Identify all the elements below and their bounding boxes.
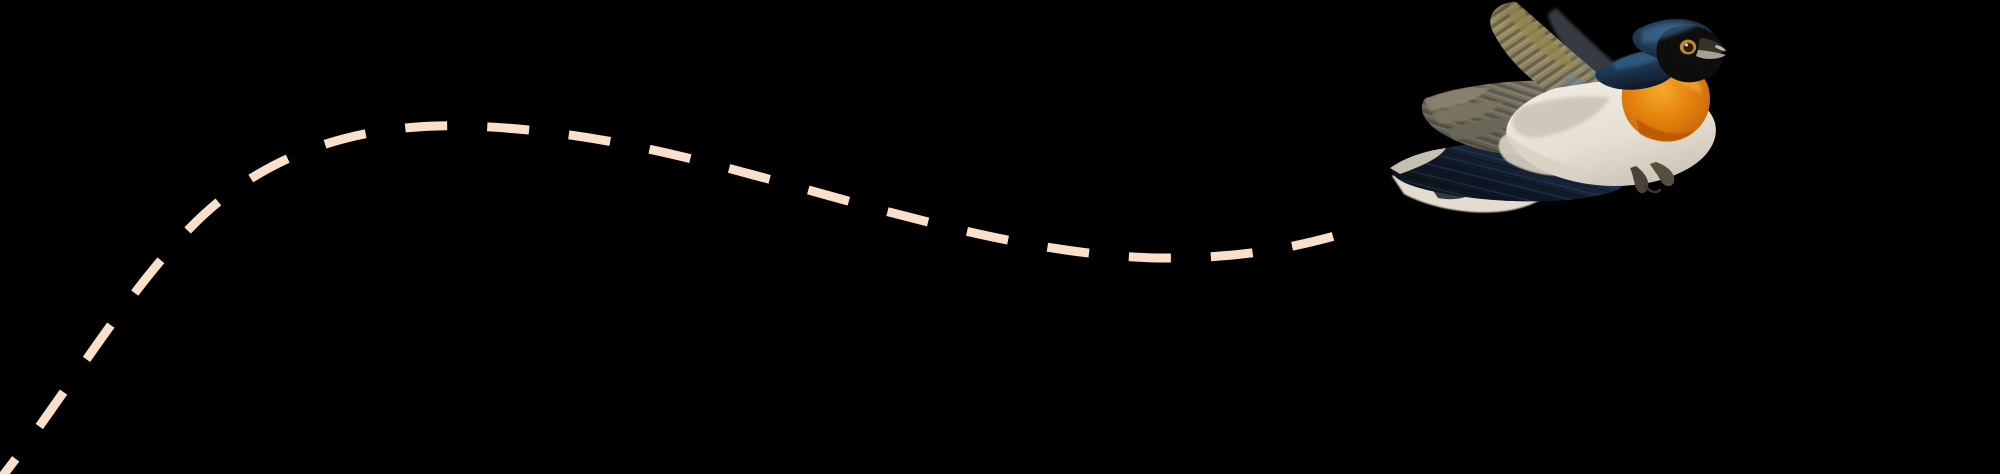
tail-leading-cream	[1390, 148, 1446, 174]
dashed-flight-trail	[0, 121, 1364, 474]
eye-catchlight	[1684, 43, 1689, 47]
lower-wing-primary-3	[1446, 117, 1520, 140]
foot-right	[1650, 162, 1675, 187]
throat-shadow	[1636, 118, 1694, 142]
eye-pupil	[1683, 42, 1694, 53]
feet	[1630, 162, 1675, 194]
foot-left	[1630, 166, 1649, 194]
belly-flank-shadow	[1512, 96, 1610, 138]
lower-wing-primary-2	[1432, 101, 1504, 124]
beak	[1696, 38, 1726, 59]
trail-stroke	[0, 121, 1364, 474]
beak-lower	[1696, 50, 1726, 59]
upper-wing-leading-edge	[1508, 2, 1578, 67]
flying-swallow	[1390, 2, 1726, 213]
claw-curl	[1643, 184, 1662, 194]
crown-highlight	[1642, 22, 1696, 44]
lower-wing-primary-1	[1424, 87, 1490, 110]
belly-vent	[1498, 134, 1584, 176]
beak-highlight	[1715, 45, 1726, 51]
eye	[1679, 39, 1697, 55]
